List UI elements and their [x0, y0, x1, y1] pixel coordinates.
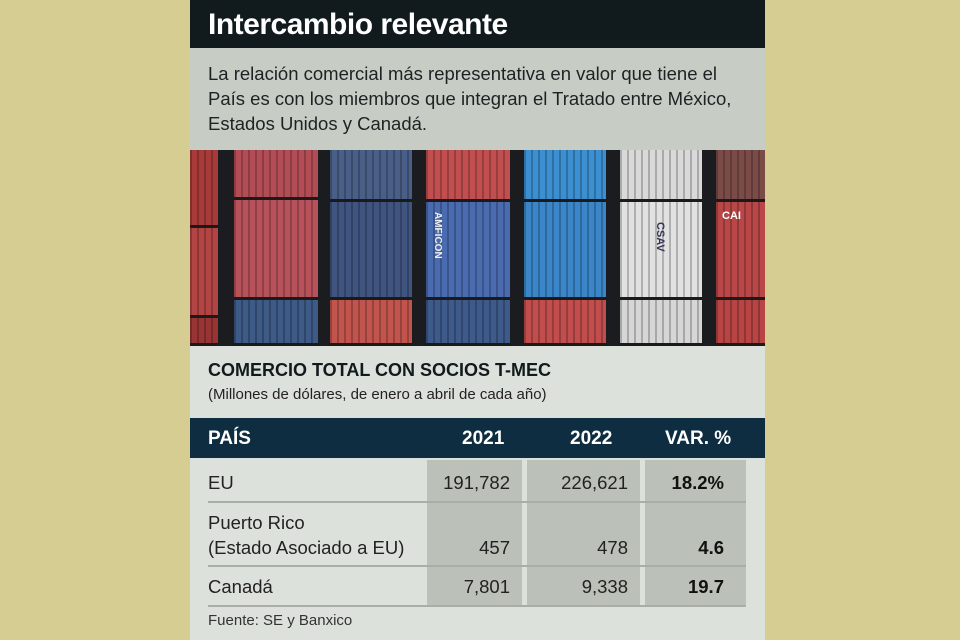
header-2021: 2021 — [462, 428, 505, 449]
header-var: VAR. % — [665, 428, 732, 449]
value-2021: 7,801 — [427, 567, 522, 605]
value-var: 19.7 — [645, 567, 746, 605]
table-caption: COMERCIO TOTAL CON SOCIOS T-MEC (Millone… — [208, 360, 551, 403]
divider — [208, 565, 746, 567]
container-label: CAI — [722, 210, 741, 222]
header-2022: 2022 — [570, 428, 613, 449]
container-label: CSAV — [654, 222, 666, 252]
country: Puerto Rico — [208, 512, 305, 533]
value-2022: 9,338 — [527, 567, 640, 605]
country: EU — [208, 472, 234, 493]
table-title: COMERCIO TOTAL CON SOCIOS T-MEC — [208, 360, 552, 380]
infographic-panel: Intercambio relevante La relación comerc… — [190, 0, 765, 640]
table-row: Canadá 7,801 9,338 19.7 — [190, 567, 765, 605]
value-2021: 191,782 — [427, 460, 522, 501]
table-header: PAÍS 2021 2022 VAR. % — [190, 418, 765, 458]
containers-photo: AMFICON CSAV CAI — [190, 150, 765, 346]
source-note: Fuente: SE y Banxico — [208, 612, 353, 629]
value-2021: 457 — [427, 503, 522, 565]
table-note: (Millones de dólares, de enero a abril d… — [208, 386, 547, 403]
country: Canadá — [208, 576, 273, 597]
divider — [208, 605, 746, 607]
container-label: AMFICON — [432, 212, 443, 259]
intro-text: La relación comercial más representativa… — [190, 48, 765, 150]
title: Intercambio relevante — [190, 0, 765, 48]
value-var: 18.2% — [645, 460, 746, 501]
value-var: 4.6 — [645, 503, 746, 565]
value-2022: 478 — [527, 503, 640, 565]
divider — [208, 501, 746, 503]
table-row: Puerto Rico (Estado Asociado a EU) 457 4… — [190, 503, 765, 565]
header-country: PAÍS — [208, 428, 251, 449]
country-note: (Estado Asociado a EU) — [208, 537, 405, 558]
table-row: EU 191,782 226,621 18.2% — [190, 460, 765, 501]
value-2022: 226,621 — [527, 460, 640, 501]
